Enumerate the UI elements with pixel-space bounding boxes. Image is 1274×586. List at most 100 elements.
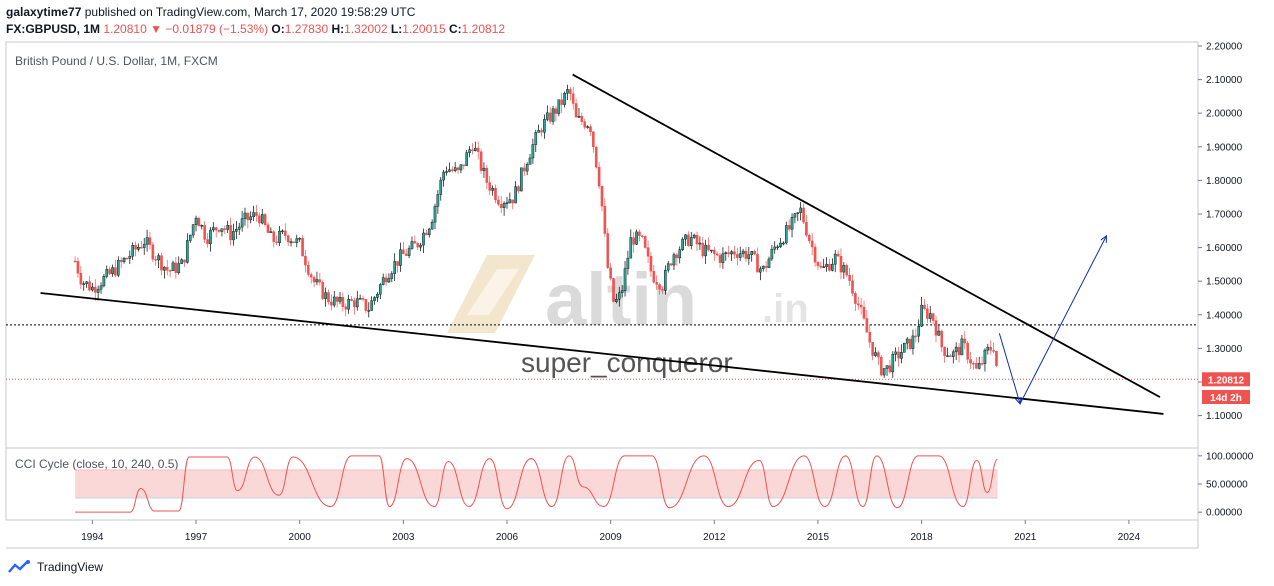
candle-up [191, 224, 195, 236]
price-tick-label: 1.70000 [1206, 210, 1243, 221]
countdown-label: 14d 2h [1210, 393, 1242, 404]
candle-down [140, 247, 143, 249]
candle-down [307, 265, 310, 275]
candle-up [741, 250, 745, 254]
candle-down [715, 253, 719, 256]
cci-band [75, 469, 998, 499]
indicator-tick-label: 50.00000 [1206, 480, 1248, 491]
candle-down [361, 298, 365, 300]
candle-down [808, 235, 811, 242]
price-tick-label: 1.50000 [1206, 277, 1243, 288]
candle-down [341, 296, 345, 307]
candle-up [212, 227, 215, 231]
chart-header: galaxytime77 published on TradingView.co… [6, 4, 505, 38]
candle-down [868, 332, 872, 343]
price-tick-label: 2.20000 [1206, 42, 1243, 53]
candle-down [661, 289, 664, 291]
candle-up [367, 310, 371, 312]
candle-up [373, 297, 376, 301]
price-tick-label: 1.10000 [1206, 411, 1243, 422]
candle-up [145, 237, 149, 245]
candle-up [833, 253, 837, 265]
candle-down [859, 304, 863, 308]
candle-up [82, 283, 86, 285]
open-label: O: [271, 22, 285, 36]
symbol-label[interactable]: FX:GBPUSD, 1M [6, 22, 101, 36]
trendlines[interactable] [40, 73, 1164, 415]
candle-down [148, 237, 152, 245]
candle-up [784, 225, 788, 244]
candle-down [114, 267, 117, 276]
candle-up [520, 167, 523, 192]
candle-up [891, 354, 895, 373]
candle-up [759, 268, 762, 273]
candle-down [548, 112, 552, 122]
projection-arrow [1019, 235, 1107, 405]
candle-up [531, 144, 535, 159]
candle-up [885, 365, 889, 369]
candle-up [171, 262, 175, 271]
time-tick-label: 1994 [81, 532, 104, 543]
candle-down [813, 246, 817, 263]
candle-down [396, 261, 399, 266]
candle-up [842, 265, 846, 273]
footer[interactable]: TradingView [8, 560, 103, 574]
candle-down [76, 260, 80, 274]
candle-down [93, 286, 97, 293]
time-tick-label: 2003 [392, 532, 415, 543]
candle-up [422, 232, 425, 246]
candle-up [672, 254, 676, 266]
candle-down [669, 263, 673, 266]
candle-down [404, 253, 408, 256]
candle-down [214, 227, 218, 231]
candle-up [85, 281, 88, 284]
candle-up [338, 296, 342, 302]
candle-down [88, 281, 91, 291]
candle-up [427, 228, 431, 235]
candle-down [197, 217, 201, 227]
projection-arrows[interactable] [998, 234, 1107, 405]
candle-up [704, 244, 707, 257]
candle-down [272, 231, 276, 242]
publisher-name[interactable]: galaxytime77 [6, 5, 82, 19]
footer-brand: TradingView [37, 560, 104, 574]
candle-down [836, 253, 840, 257]
candle-down [897, 351, 900, 359]
candle-down [79, 273, 83, 285]
candle-up [825, 263, 828, 267]
candle-down [989, 347, 992, 351]
candle-down [606, 233, 610, 268]
candle-up [773, 246, 777, 250]
candle-up [761, 265, 765, 269]
candle-up [566, 89, 569, 94]
candle-down [206, 239, 209, 245]
candle-down [888, 365, 892, 373]
candle-down [301, 237, 304, 257]
candle-up [157, 255, 160, 261]
close-label: C: [448, 22, 462, 36]
candle-up [410, 241, 414, 249]
candle-up [448, 169, 451, 172]
candle-down [992, 350, 995, 352]
candle-up [289, 241, 293, 243]
candle-down [462, 164, 466, 166]
main-pane-frame [5, 41, 1199, 449]
candle-down [649, 255, 653, 272]
candle-down [312, 277, 316, 283]
candle-up [626, 257, 630, 269]
candle-up [894, 351, 897, 355]
candle-down [456, 167, 460, 171]
candle-down [658, 284, 661, 290]
close-value: 1.20812 [461, 22, 506, 36]
candle-down [848, 274, 851, 281]
candle-down [286, 235, 290, 243]
candle-down [879, 356, 883, 376]
indicator-tick-label: 100.00000 [1206, 451, 1254, 462]
candle-up [491, 188, 494, 191]
candle-down [479, 151, 483, 171]
candle-down [266, 224, 270, 233]
candle-down [966, 342, 969, 360]
candle-up [96, 288, 100, 293]
last-price: 1.20810 [103, 22, 147, 36]
